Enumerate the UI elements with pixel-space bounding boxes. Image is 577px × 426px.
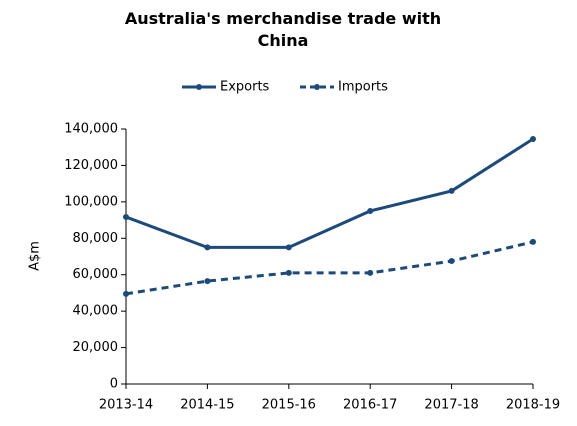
x-tick-label: 2015-16 <box>262 398 316 413</box>
y-tick-label: 80,000 <box>73 231 119 246</box>
legend-label: Exports <box>220 80 270 95</box>
point <box>448 187 455 194</box>
series-line <box>125 240 534 296</box>
x-tick-label: 2016-17 <box>343 398 397 413</box>
point <box>530 238 536 245</box>
y-tick-label: 40,000 <box>73 304 119 319</box>
y-tick-label: 0 <box>110 377 118 392</box>
point <box>204 244 211 251</box>
point <box>530 136 536 143</box>
y-axis-label: A$m <box>28 241 43 271</box>
point <box>204 278 211 285</box>
point <box>448 258 455 265</box>
legend-marker <box>196 84 202 90</box>
chart-title: Australia's merchandise trade with China <box>124 9 442 50</box>
point <box>285 244 292 251</box>
series-line <box>125 137 534 249</box>
legend-marker <box>314 84 320 90</box>
legend-label: Imports <box>338 80 388 95</box>
x-tick-label: 2013-14 <box>99 398 153 413</box>
y-tick-label: 100,000 <box>64 194 118 209</box>
point <box>123 213 129 220</box>
x-tick-label: 2018-19 <box>506 398 560 413</box>
point <box>367 269 374 276</box>
x-tick-label: 2017-18 <box>424 398 478 413</box>
point <box>285 269 292 276</box>
y-tick-label: 20,000 <box>73 340 119 355</box>
x-tick-label: 2014-15 <box>180 398 234 413</box>
y-tick-label: 140,000 <box>64 122 118 137</box>
y-tick-label: 60,000 <box>73 267 119 282</box>
point <box>123 290 129 297</box>
y-tick-label: 120,000 <box>64 158 118 173</box>
point <box>367 207 374 214</box>
